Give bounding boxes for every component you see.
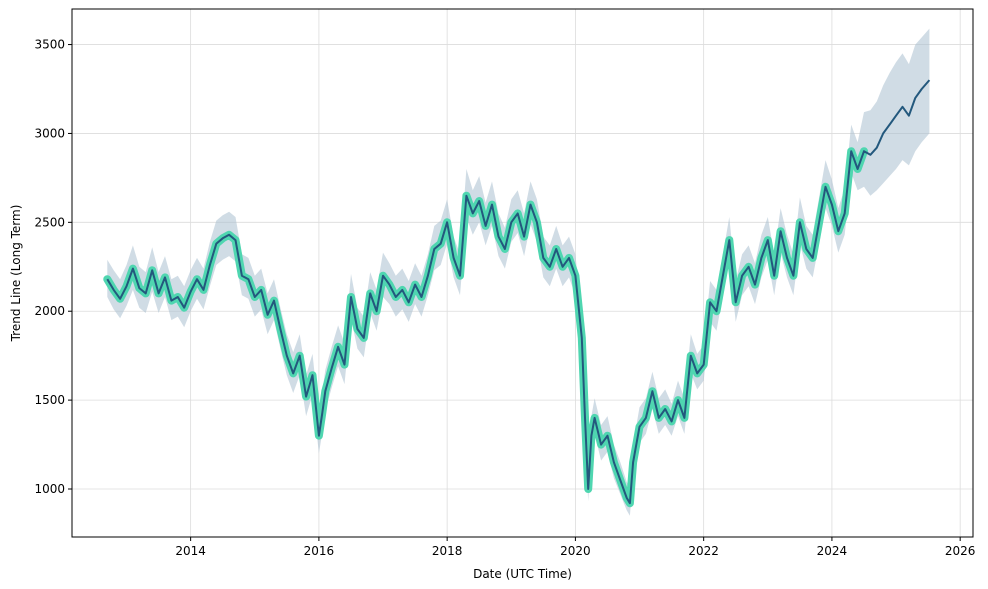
y-tick-label: 3500: [34, 38, 65, 52]
y-axis-title: Trend Line (Long Term): [9, 205, 23, 343]
x-axis-title: Date (UTC Time): [473, 567, 572, 581]
x-tick-label: 2018: [432, 544, 463, 558]
y-tick-label: 2500: [34, 215, 65, 229]
x-tick-label: 2022: [688, 544, 719, 558]
x-tick-label: 2020: [560, 544, 591, 558]
y-tick-label: 1000: [34, 482, 65, 496]
y-tick-label: 2000: [34, 304, 65, 318]
trend-line: [106, 79, 931, 505]
x-tick-label: 2024: [817, 544, 848, 558]
x-tick-label: 2016: [304, 544, 335, 558]
x-axis: 2014 2016 2018 2020 2022 2024 2026: [175, 537, 975, 558]
series-layer: [103, 79, 931, 508]
y-axis: 1000 1500 2000 2500 3000 3500: [34, 38, 72, 496]
plot-area-frame: [71, 8, 974, 538]
y-tick-label: 1500: [34, 393, 65, 407]
y-tick-label: 3000: [34, 126, 65, 140]
x-tick-label: 2014: [175, 544, 206, 558]
x-tick-label: 2026: [945, 544, 976, 558]
